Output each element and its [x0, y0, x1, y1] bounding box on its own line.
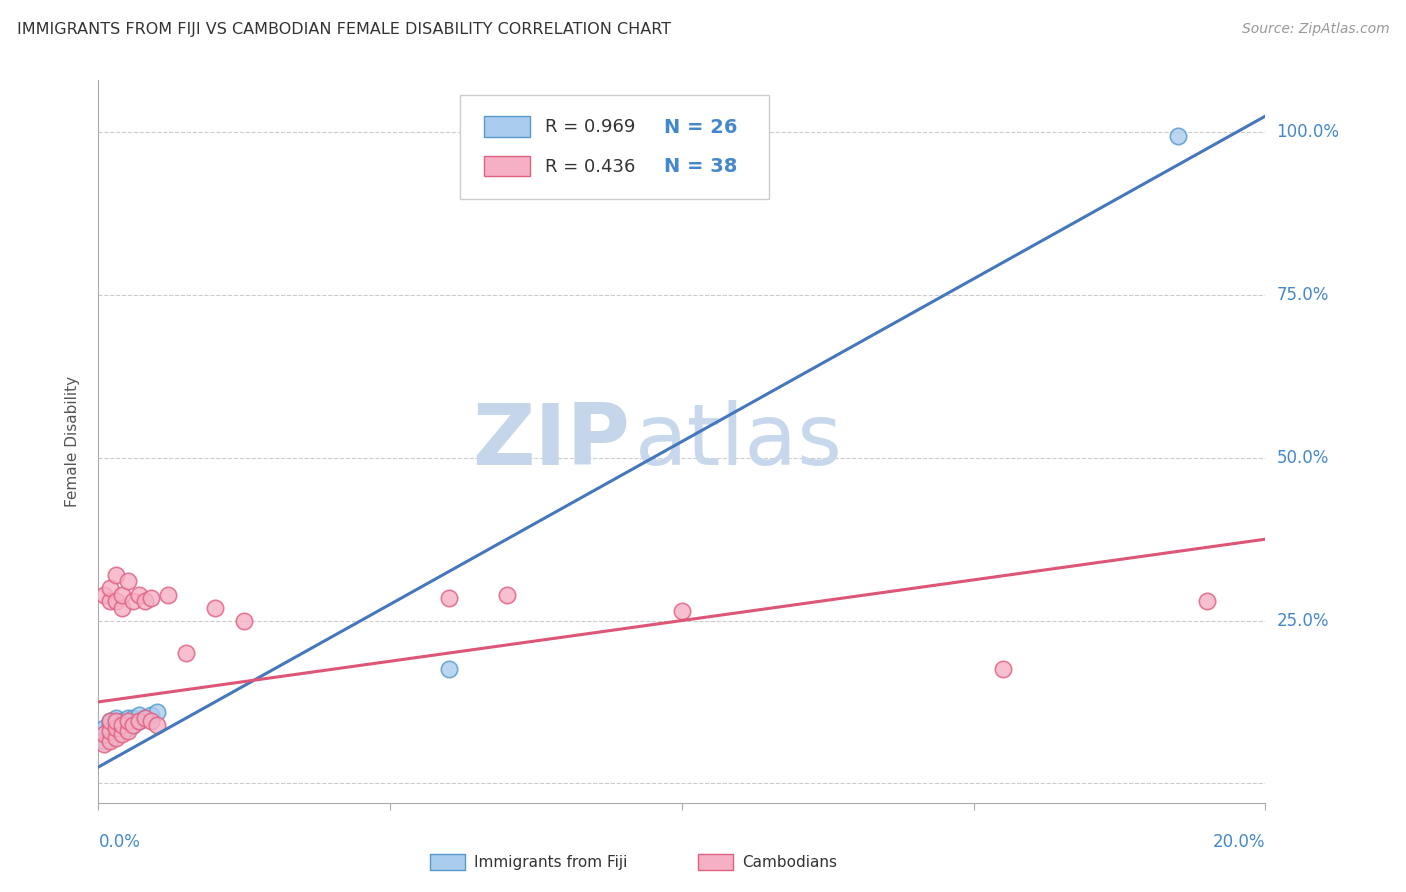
- Point: [111, 600, 134, 615]
- Point: [122, 711, 145, 725]
- Point: [134, 711, 156, 725]
- Point: [98, 714, 121, 729]
- Y-axis label: Female Disability: Female Disability: [65, 376, 80, 508]
- Text: 75.0%: 75.0%: [1277, 286, 1329, 304]
- Point: [98, 594, 121, 608]
- Point: [117, 574, 139, 589]
- Point: [93, 727, 115, 741]
- Point: [117, 714, 139, 729]
- Point: [111, 727, 134, 741]
- Text: atlas: atlas: [636, 400, 844, 483]
- Point: [104, 727, 127, 741]
- Point: [104, 721, 127, 735]
- Text: 20.0%: 20.0%: [1213, 833, 1265, 851]
- Point: [128, 714, 150, 729]
- Point: [93, 737, 115, 751]
- Point: [122, 717, 145, 731]
- Point: [98, 734, 121, 748]
- Point: [93, 587, 115, 601]
- Point: [93, 721, 115, 735]
- FancyBboxPatch shape: [430, 855, 465, 870]
- Point: [204, 600, 226, 615]
- FancyBboxPatch shape: [699, 855, 734, 870]
- Text: Cambodians: Cambodians: [742, 855, 838, 870]
- Point: [139, 707, 162, 722]
- Point: [437, 591, 460, 605]
- Point: [98, 714, 121, 729]
- Point: [174, 646, 197, 660]
- Point: [104, 731, 127, 745]
- Point: [991, 662, 1014, 676]
- Point: [117, 711, 139, 725]
- Text: 50.0%: 50.0%: [1277, 449, 1329, 467]
- Point: [496, 587, 519, 601]
- Point: [98, 731, 121, 745]
- Point: [98, 717, 121, 731]
- Point: [111, 717, 134, 731]
- Point: [233, 614, 256, 628]
- Point: [117, 721, 139, 735]
- Point: [139, 714, 162, 729]
- Point: [117, 724, 139, 739]
- Text: R = 0.436: R = 0.436: [546, 158, 636, 176]
- Point: [1195, 594, 1218, 608]
- Point: [157, 587, 180, 601]
- Text: N = 38: N = 38: [665, 158, 738, 177]
- Text: 100.0%: 100.0%: [1277, 123, 1340, 141]
- Text: IMMIGRANTS FROM FIJI VS CAMBODIAN FEMALE DISABILITY CORRELATION CHART: IMMIGRANTS FROM FIJI VS CAMBODIAN FEMALE…: [17, 22, 671, 37]
- Point: [128, 714, 150, 729]
- Point: [98, 724, 121, 739]
- Point: [93, 727, 115, 741]
- Point: [122, 717, 145, 731]
- Point: [98, 724, 121, 739]
- FancyBboxPatch shape: [484, 117, 530, 136]
- Point: [104, 714, 127, 729]
- Point: [146, 705, 169, 719]
- Point: [671, 604, 693, 618]
- Point: [134, 711, 156, 725]
- Text: N = 26: N = 26: [665, 118, 738, 136]
- Point: [437, 662, 460, 676]
- Point: [104, 721, 127, 735]
- Point: [122, 594, 145, 608]
- Text: R = 0.969: R = 0.969: [546, 119, 636, 136]
- Text: ZIP: ZIP: [471, 400, 630, 483]
- Point: [111, 714, 134, 729]
- Point: [104, 714, 127, 729]
- Point: [104, 711, 127, 725]
- FancyBboxPatch shape: [460, 95, 769, 200]
- Point: [111, 717, 134, 731]
- Point: [1167, 128, 1189, 143]
- Text: 25.0%: 25.0%: [1277, 612, 1329, 630]
- Text: Source: ZipAtlas.com: Source: ZipAtlas.com: [1241, 22, 1389, 37]
- FancyBboxPatch shape: [484, 156, 530, 177]
- Point: [93, 734, 115, 748]
- Point: [111, 587, 134, 601]
- Point: [111, 724, 134, 739]
- Point: [98, 581, 121, 595]
- Text: 0.0%: 0.0%: [98, 833, 141, 851]
- Text: Immigrants from Fiji: Immigrants from Fiji: [474, 855, 627, 870]
- Point: [117, 714, 139, 729]
- Point: [134, 594, 156, 608]
- Point: [128, 587, 150, 601]
- Point: [139, 591, 162, 605]
- Point: [104, 568, 127, 582]
- Point: [128, 707, 150, 722]
- Point: [146, 717, 169, 731]
- Point: [104, 594, 127, 608]
